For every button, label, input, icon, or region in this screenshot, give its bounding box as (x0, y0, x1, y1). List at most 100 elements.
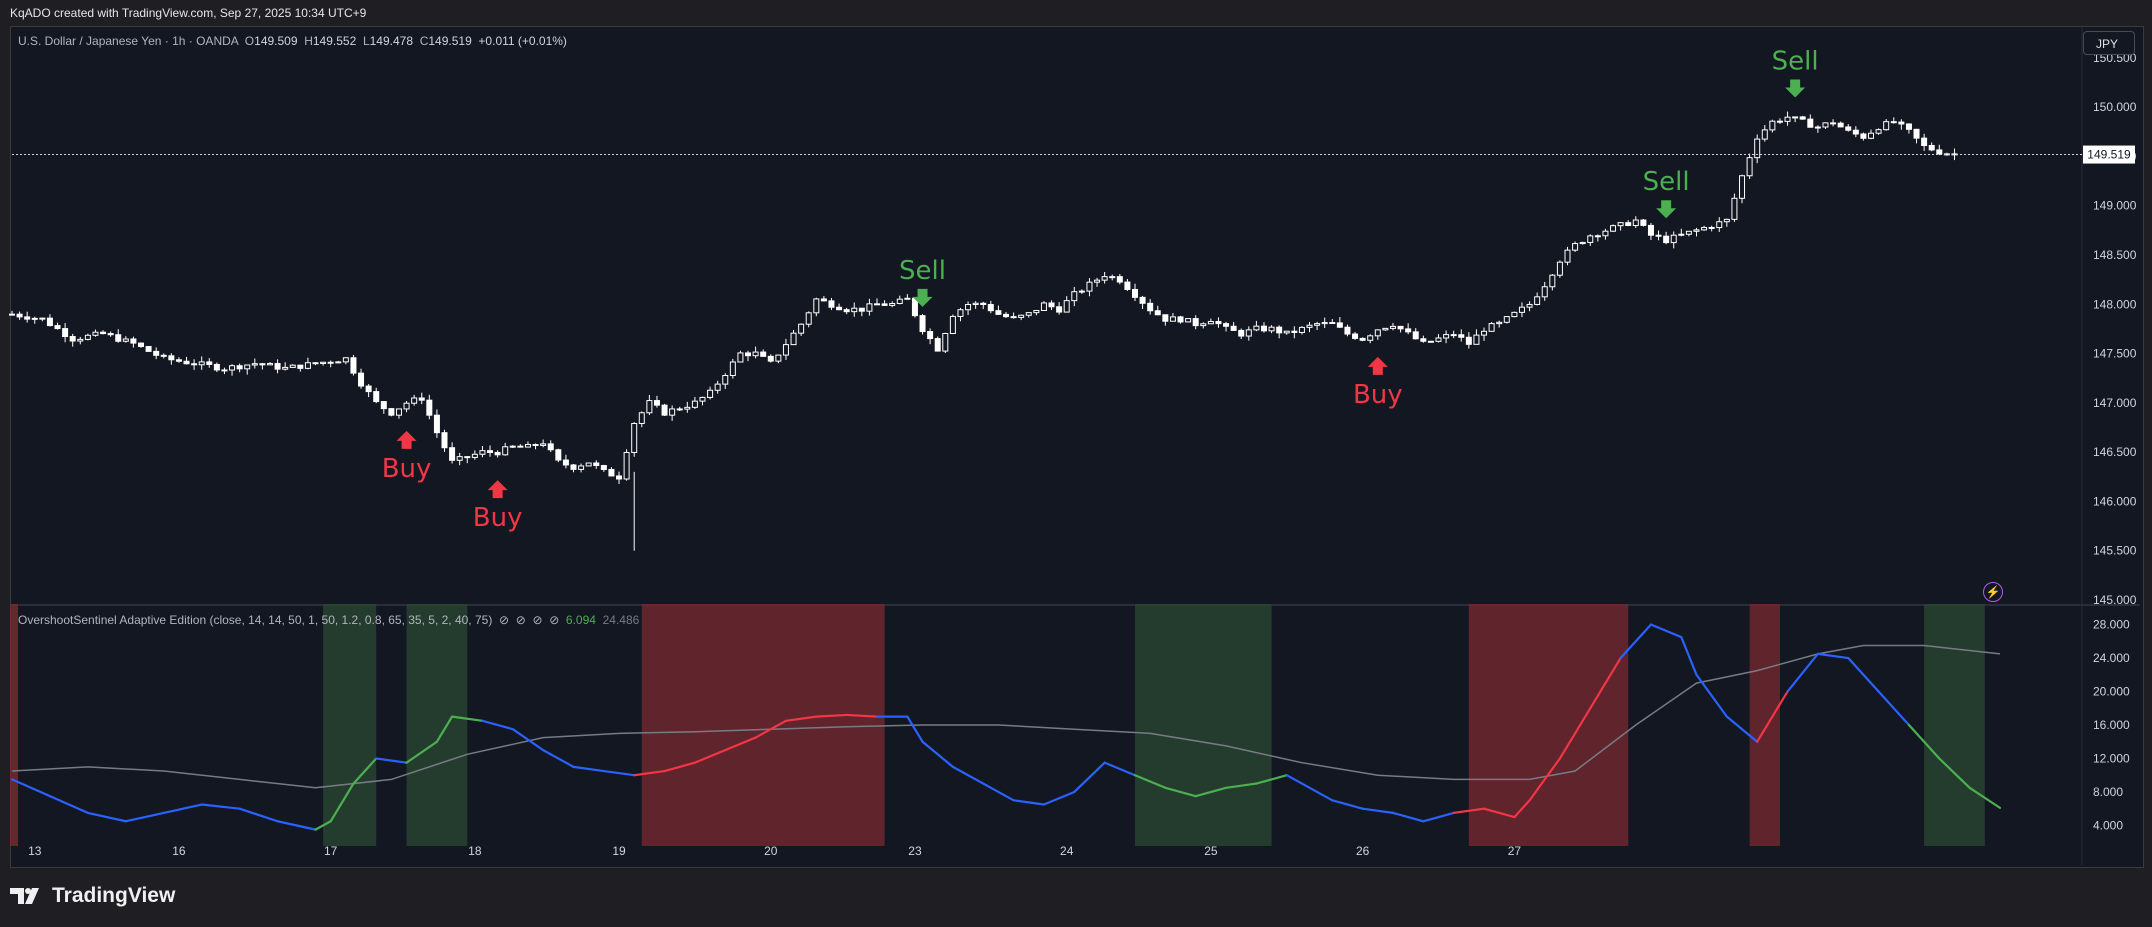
candle-body (418, 397, 425, 401)
candle-body (206, 361, 213, 365)
oscillator-segment (375, 757, 408, 764)
candle-body (1655, 234, 1662, 237)
lightning-icon[interactable]: ⚡ (1983, 582, 2003, 602)
candle-body (570, 464, 577, 470)
candle-body (1503, 316, 1510, 323)
candle-body (904, 297, 911, 300)
candle-body (676, 408, 683, 411)
eye-off-icon[interactable]: ⊘ (515, 613, 526, 627)
oscillator-segment (1300, 782, 1334, 802)
candle-body (942, 332, 949, 352)
candle-body (388, 408, 395, 416)
candle-body (160, 354, 167, 357)
candle-body (335, 361, 342, 364)
candle-body (1268, 326, 1275, 332)
candle-body (760, 351, 767, 357)
indicator-tick-label: 28.000 (2093, 618, 2130, 632)
candle-body (646, 400, 653, 414)
candle-body (1291, 330, 1298, 333)
candle-body (874, 303, 881, 306)
candle-body (995, 310, 1002, 315)
price-tick-label: 146.500 (2093, 445, 2137, 459)
oscillator-segment (1786, 652, 1819, 693)
candle-body (638, 412, 645, 424)
candle-body (1511, 311, 1518, 318)
eye-off-icon[interactable]: ⊘ (532, 613, 543, 627)
oscillator-segment (1194, 786, 1228, 798)
candle-body (1177, 316, 1184, 323)
candle-body (1572, 243, 1579, 251)
eye-off-icon[interactable]: ⊘ (549, 613, 560, 627)
candle-body (266, 363, 273, 366)
candle-body (1230, 325, 1237, 331)
candle-body (1207, 320, 1214, 325)
oscillator-segment (663, 761, 697, 773)
price-tick-label: 146.000 (2093, 494, 2137, 508)
candle-body (115, 334, 122, 342)
candle-body (813, 298, 820, 314)
candle-body (494, 451, 501, 456)
candle-body (1283, 330, 1290, 334)
candle-body (1412, 331, 1419, 340)
symbol-legend: U.S. Dollar / Japanese Yen · 1h · OANDA … (18, 34, 567, 48)
oscillator-segment (329, 782, 355, 823)
oscillator-segment (1224, 782, 1258, 789)
candle-body (1814, 126, 1821, 129)
candle-body (137, 342, 144, 348)
baseline-line (11, 644, 2001, 789)
green-zone (1134, 604, 1272, 846)
candle-body (1845, 126, 1852, 131)
oscillator-segment (48, 795, 89, 814)
candle-body (1071, 291, 1078, 302)
oscillator-segment (815, 713, 848, 718)
candle-body (1913, 128, 1920, 139)
candle-body (752, 351, 759, 357)
buy-label: Buy (1353, 380, 1403, 410)
candle-body (1905, 123, 1912, 130)
candle-body (1632, 219, 1639, 227)
candle-body (350, 357, 357, 374)
oscillator-segment (542, 749, 575, 768)
candle-body (1556, 261, 1563, 276)
oscillator-segment (1816, 652, 1850, 660)
candle-body (1610, 225, 1617, 232)
candle-body (62, 328, 69, 338)
candle-body (1450, 334, 1457, 337)
price-tick-label: 145.000 (2093, 593, 2137, 607)
candle-body (1139, 296, 1146, 304)
candle-body (843, 309, 850, 313)
candle-body (145, 346, 152, 352)
oscillator-segment (1391, 811, 1425, 823)
candle-body (77, 338, 84, 342)
candle-body (403, 402, 410, 410)
green-zone (406, 604, 468, 846)
change-value: +0.011 (+0.01%) (478, 34, 567, 48)
candle-body (737, 352, 744, 363)
candle-body (1185, 318, 1192, 323)
x-tick-label: 20 (764, 844, 778, 858)
green-zone (323, 604, 377, 846)
oscillator-segment (86, 811, 127, 823)
candle-body (1868, 132, 1875, 139)
candle-body (1670, 234, 1677, 244)
oscillator-segment (1285, 774, 1304, 785)
candle-body (282, 366, 289, 370)
indicator-tick-label: 12.000 (2093, 751, 2130, 765)
candle-body (1124, 281, 1131, 290)
candle-body (342, 357, 349, 363)
candle-body (767, 355, 774, 362)
candle-body (1443, 334, 1450, 339)
candle-body (1761, 129, 1768, 140)
candle-body (1025, 312, 1032, 316)
candle-body (16, 313, 23, 318)
eye-off-icon[interactable]: ⊘ (498, 613, 510, 627)
candle-body (1260, 325, 1267, 332)
candle-body (805, 312, 812, 325)
candle-body (100, 331, 107, 335)
candle-body (130, 338, 137, 344)
oscillator-segment (1695, 673, 1728, 718)
candle-body (1685, 230, 1692, 235)
candle-body (820, 298, 827, 302)
currency-button[interactable]: JPY (2083, 31, 2135, 55)
